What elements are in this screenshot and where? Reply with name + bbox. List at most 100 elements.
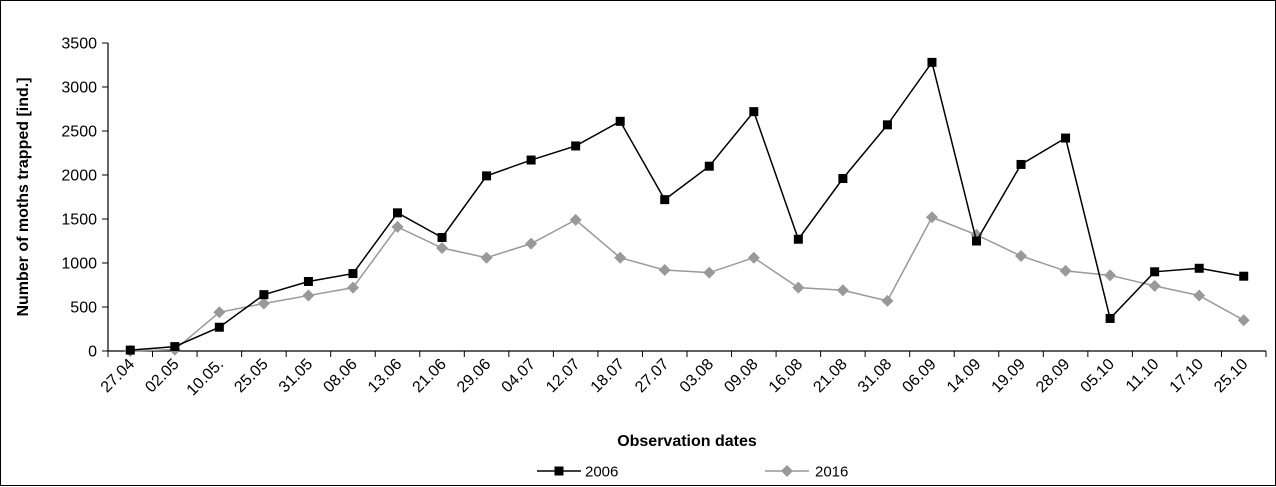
data-point-2016 [1148,279,1161,292]
legend-marker [554,466,564,476]
legend-label: 2016 [815,464,848,481]
x-tick-label: 27.07 [632,356,672,396]
x-tick-label: 08.06 [320,356,360,396]
data-point-2016 [881,294,894,307]
y-tick-label: 2500 [61,124,97,141]
data-point-2006 [437,232,447,242]
x-tick-label: 05.10 [1078,356,1118,396]
data-point-2006 [882,120,892,130]
x-tick-label: 16.08 [766,356,806,396]
x-tick-label: 10.05. [184,356,227,399]
data-point-2006 [927,57,937,67]
series-2016 [124,211,1250,357]
data-point-2016 [1193,289,1206,302]
x-tick-label: 25.10 [1211,356,1251,396]
tick-labels: 0 500 1000 1500 2000 2500 3000 3500 27.04 02.05 10… [61,36,1251,400]
x-tick-label: 21.06 [410,356,450,396]
y-tick-label: 1000 [61,256,97,273]
data-point-2016 [925,211,938,224]
x-tick-label: 13.06 [365,356,405,396]
data-point-2016 [658,264,671,277]
data-point-2006 [972,236,981,246]
x-tick-label: 31.05 [276,356,316,396]
data-point-2006 [660,195,670,205]
data-point-2006 [749,107,759,117]
data-point-2006 [1061,133,1071,143]
x-tick-label: 18.07 [588,356,628,396]
data-point-2006 [482,171,492,181]
legend-label: 2006 [585,464,618,481]
x-tick-label: 03.08 [677,356,717,396]
x-tick-label: 04.07 [499,356,539,396]
data-point-2016 [1059,264,1072,277]
data-point-2006 [838,174,848,184]
series-line-2006 [130,60,1244,351]
data-point-2006 [1150,267,1160,277]
data-point-2006 [259,290,269,300]
x-tick-label: 21.08 [810,356,850,396]
data-point-2016 [436,242,449,255]
data-point-2016 [346,281,359,294]
data-point-2006 [348,269,358,279]
y-tick-label: 500 [70,300,97,317]
data-point-2006 [1016,159,1026,169]
data-point-2016 [792,281,805,294]
data-point-2016 [1104,269,1117,282]
data-point-2006 [704,161,714,171]
series-layer [124,57,1250,357]
x-tick-label: 25.05 [231,356,271,396]
data-point-2006 [1105,313,1115,323]
x-tick-label: 09.08 [721,356,761,396]
series-line-2016 [130,216,1245,352]
data-point-2016 [1237,314,1250,327]
data-point-2016 [614,251,627,264]
data-point-2016 [836,284,849,297]
series-2006 [125,57,1249,355]
data-point-2016 [302,289,315,302]
x-tick-label: 28.09 [1033,356,1073,396]
data-point-2016 [703,266,716,279]
x-axis-title: Observation dates [617,433,757,450]
x-tick-label: 12.07 [543,356,583,396]
data-point-2006 [571,141,581,151]
x-tick-label: 31.08 [855,356,895,396]
data-point-2006 [125,345,135,355]
data-point-2016 [1015,249,1028,262]
data-point-2016 [257,297,270,310]
x-tick-label: 06.09 [899,356,939,396]
y-tick-label: 3000 [61,80,97,97]
data-point-2006 [303,276,313,286]
data-point-2006 [1194,263,1204,273]
data-point-2016 [480,251,493,264]
x-tick-label: 11.10 [1123,356,1163,396]
data-point-2006 [793,234,803,244]
y-tick-label: 3500 [61,36,97,53]
data-point-2006 [170,342,180,352]
y-axis-title: Number of moths trapped [ind.] [15,77,32,316]
data-point-2006 [393,208,402,218]
x-tick-label: 17.10 [1167,356,1207,396]
data-point-2016 [525,237,538,250]
legend-item-2006: 2006 [537,464,618,481]
data-point-2006 [526,155,536,165]
x-tick-label: 02.05 [142,356,182,396]
data-point-2006 [1239,271,1249,281]
legend-item-2016: 2016 [765,464,848,481]
x-tick-label: 29.06 [454,356,494,396]
legend-marker [781,465,793,477]
y-tick-label: 2000 [61,168,97,185]
y-tick-label: 0 [88,344,97,361]
x-tick-label: 27.04 [98,356,138,396]
data-point-2016 [391,220,404,233]
data-point-2016 [569,213,582,226]
data-point-2006 [615,116,625,126]
data-point-2006 [214,322,224,332]
legend: 2006 2016 [537,464,848,481]
data-point-2016 [747,251,760,264]
y-tick-label: 1500 [61,212,97,229]
data-point-2016 [213,306,226,319]
axes [102,42,1267,357]
x-tick-label: 19.09 [989,356,1029,396]
